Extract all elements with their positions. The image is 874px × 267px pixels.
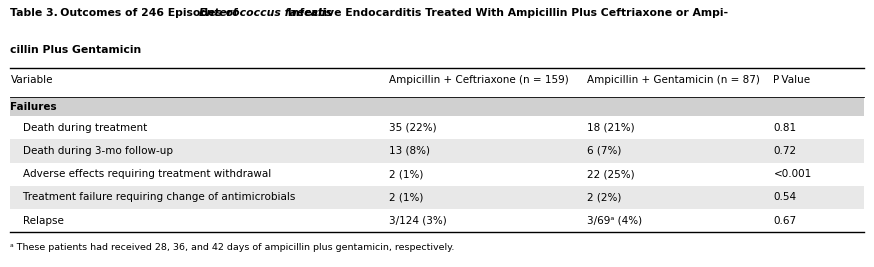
Text: Ampicillin + Gentamicin (n = 87): Ampicillin + Gentamicin (n = 87)	[587, 75, 760, 85]
Bar	[10, 186, 864, 209]
Text: Adverse effects requiring treatment withdrawal: Adverse effects requiring treatment with…	[10, 169, 272, 179]
Text: 3/69ᵃ (4%): 3/69ᵃ (4%)	[587, 216, 642, 226]
Bar	[10, 139, 864, 163]
Text: 18 (21%): 18 (21%)	[587, 123, 635, 133]
Text: 6 (7%): 6 (7%)	[587, 146, 621, 156]
Text: <0.001: <0.001	[773, 169, 812, 179]
Text: Death during 3-mo follow-up: Death during 3-mo follow-up	[10, 146, 173, 156]
Text: 0.54: 0.54	[773, 193, 796, 202]
Text: Infective Endocarditis Treated With Ampicillin Plus Ceftriaxone or Ampi-: Infective Endocarditis Treated With Ampi…	[284, 8, 728, 18]
Text: Death during treatment: Death during treatment	[10, 123, 148, 133]
Text: Enterococcus faecalis: Enterococcus faecalis	[199, 8, 332, 18]
Text: 22 (25%): 22 (25%)	[587, 169, 635, 179]
Text: P Value: P Value	[773, 75, 810, 85]
Text: 2 (2%): 2 (2%)	[587, 193, 621, 202]
Bar	[10, 97, 864, 116]
Text: 13 (8%): 13 (8%)	[389, 146, 430, 156]
Text: 0.81: 0.81	[773, 123, 796, 133]
Bar	[10, 163, 864, 186]
Bar	[10, 209, 864, 232]
Text: Failures: Failures	[10, 102, 57, 112]
Text: 35 (22%): 35 (22%)	[389, 123, 436, 133]
Text: 0.72: 0.72	[773, 146, 796, 156]
Bar	[10, 116, 864, 139]
Text: 3/124 (3%): 3/124 (3%)	[389, 216, 447, 226]
Text: Ampicillin + Ceftriaxone (n = 159): Ampicillin + Ceftriaxone (n = 159)	[389, 75, 569, 85]
Text: 2 (1%): 2 (1%)	[389, 169, 423, 179]
Text: ᵃ These patients had received 28, 36, and 42 days of ampicillin plus gentamicin,: ᵃ These patients had received 28, 36, an…	[10, 243, 454, 252]
Text: Table 3.: Table 3.	[10, 8, 59, 18]
Text: Variable: Variable	[10, 75, 53, 85]
Text: 0.67: 0.67	[773, 216, 796, 226]
Text: Outcomes of 246 Episodes of: Outcomes of 246 Episodes of	[49, 8, 242, 18]
Text: 2 (1%): 2 (1%)	[389, 193, 423, 202]
Text: cillin Plus Gentamicin: cillin Plus Gentamicin	[10, 45, 142, 55]
Text: Relapse: Relapse	[10, 216, 65, 226]
Text: Treatment failure requiring change of antimicrobials: Treatment failure requiring change of an…	[10, 193, 296, 202]
